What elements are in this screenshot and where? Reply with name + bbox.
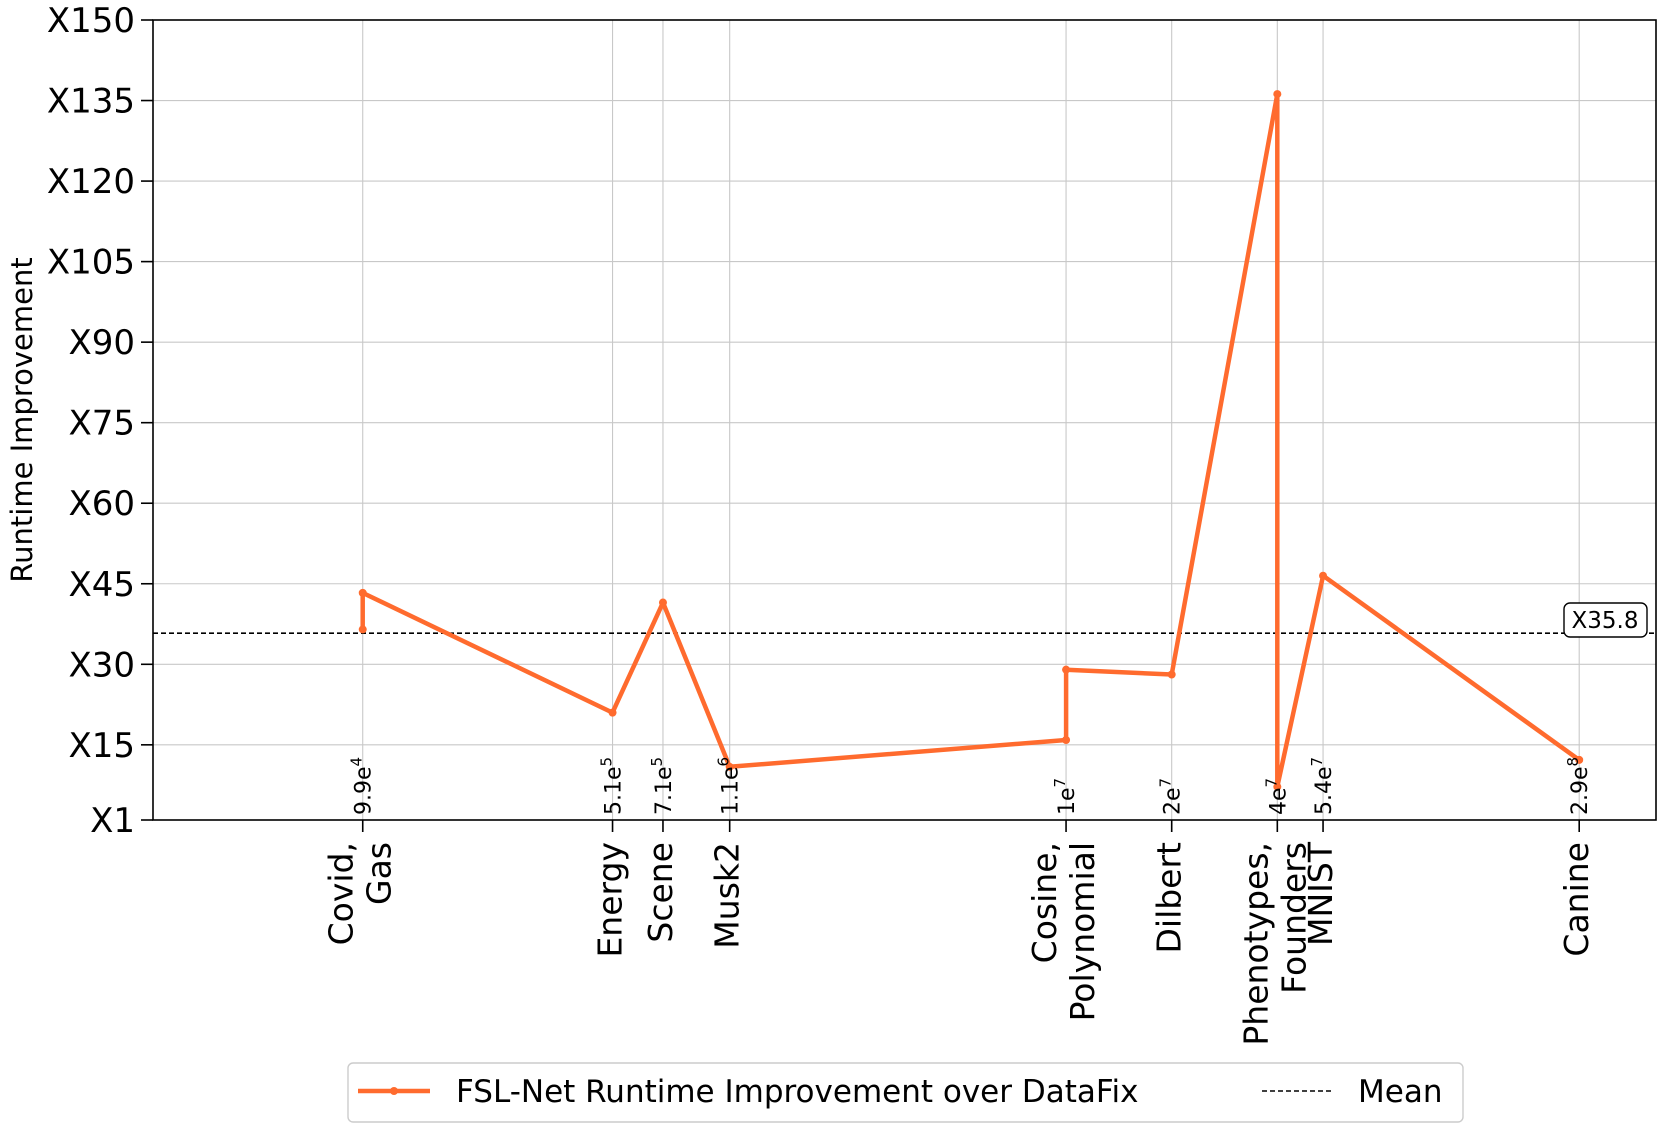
x-axis: Covid, Gas Energy Scene Musk2 Cosine, Polynomi… bbox=[322, 820, 1596, 1046]
dataset-size-exponent: 7 bbox=[1157, 778, 1175, 788]
y-tick-label: X60 bbox=[68, 484, 135, 524]
mean-value-label: X35.8 bbox=[1563, 602, 1648, 638]
dataset-size-exponent: 7 bbox=[1308, 757, 1326, 767]
x-tick-label: Cosine, bbox=[1025, 842, 1064, 963]
dataset-size-label: 4e7 bbox=[1262, 778, 1291, 815]
y-tick-label: X150 bbox=[47, 1, 135, 41]
legend-frame bbox=[347, 1062, 1464, 1123]
legend-mean-label: Mean bbox=[1358, 1074, 1442, 1110]
series-point bbox=[1575, 755, 1584, 764]
x-tick-label: Energy bbox=[591, 842, 630, 958]
dataset-size-mantissa: 4e bbox=[1266, 787, 1291, 815]
legend-series-label: FSL-Net Runtime Improvement over DataFix bbox=[456, 1074, 1138, 1110]
dataset-size-label: 1.1e6 bbox=[715, 757, 744, 815]
dataset-size-exponent: 7 bbox=[1051, 778, 1069, 788]
series-point bbox=[658, 598, 667, 607]
mean-value-box bbox=[1563, 602, 1648, 638]
x-tick-label: Polynomial bbox=[1063, 842, 1102, 1021]
grid-lines bbox=[153, 19, 1656, 821]
dataset-size-exponent: 6 bbox=[715, 757, 733, 767]
series-line bbox=[360, 91, 1582, 789]
dataset-size-exponent: 8 bbox=[1564, 757, 1582, 767]
mean-value-text: X35.8 bbox=[1572, 608, 1639, 634]
dataset-size-mantissa: 5.1e bbox=[602, 766, 627, 815]
y-tick-label: X75 bbox=[68, 404, 135, 444]
series-point bbox=[358, 625, 367, 634]
legend: FSL-Net Runtime Improvement over DataFix… bbox=[347, 1062, 1464, 1123]
y-tick-label: X135 bbox=[47, 82, 135, 122]
dataset-size-mantissa: 1.1e bbox=[719, 766, 744, 815]
legend-series-marker bbox=[390, 1087, 398, 1095]
series-point bbox=[1167, 670, 1176, 679]
x-tick-label: Musk2 bbox=[708, 842, 747, 949]
y-tick-label: X45 bbox=[68, 565, 135, 605]
dataset-size-mantissa: 9.9e bbox=[352, 766, 377, 815]
series-point bbox=[608, 708, 617, 717]
series-point bbox=[1062, 736, 1071, 744]
x-tick-label: Dilbert bbox=[1150, 842, 1189, 954]
dataset-size-label: 9.9e4 bbox=[348, 757, 377, 815]
dataset-size-exponent: 5 bbox=[648, 757, 666, 767]
plot-frame bbox=[152, 19, 1657, 821]
y-tick-label: X90 bbox=[68, 323, 135, 363]
series-point bbox=[1273, 782, 1282, 791]
x-tick-label: Gas bbox=[360, 842, 399, 905]
y-tick-label: X15 bbox=[68, 726, 135, 766]
dataset-size-label: 1e7 bbox=[1051, 778, 1080, 815]
series-point bbox=[1273, 90, 1282, 99]
series-point bbox=[725, 762, 734, 771]
y-tick-label: X105 bbox=[47, 243, 135, 283]
series-point bbox=[1062, 665, 1071, 674]
dataset-size-mantissa: 1e bbox=[1055, 787, 1080, 815]
dataset-size-mantissa: 2e bbox=[1161, 787, 1186, 815]
series-point bbox=[358, 588, 367, 597]
dataset-size-mantissa: 5.4e bbox=[1312, 766, 1337, 815]
dataset-size-exponent: 4 bbox=[348, 757, 366, 767]
dataset-size-label: 7.1e5 bbox=[648, 757, 677, 815]
dataset-size-label: 5.1e5 bbox=[598, 757, 627, 815]
series-point bbox=[1319, 571, 1328, 580]
y-tick-label: X1 bbox=[90, 801, 135, 841]
dataset-size-label: 2.9e8 bbox=[1564, 757, 1593, 815]
x-tick-label: Covid, bbox=[322, 842, 361, 945]
series-fsl-net bbox=[358, 90, 1584, 791]
y-axis-label: Runtime Improvement bbox=[5, 257, 39, 582]
dataset-size-mantissa: 2.9e bbox=[1568, 766, 1593, 815]
x-tick-label: Phenotypes, bbox=[1236, 842, 1275, 1046]
x-tick-label: MNIST bbox=[1301, 841, 1340, 946]
y-axis: X1 X15 X30 X45 X60 X75 X90 X105 X120 X135 X150 bbox=[47, 1, 153, 841]
dataset-size-exponent: 7 bbox=[1262, 778, 1280, 788]
dataset-size-mantissa: 7.1e bbox=[652, 766, 677, 815]
x-tick-label: Canine bbox=[1557, 842, 1596, 957]
x-tick-label: Scene bbox=[641, 842, 680, 943]
dataset-size-exponent: 5 bbox=[598, 757, 616, 767]
dataset-size-label: 5.4e7 bbox=[1308, 757, 1337, 815]
y-tick-label: X120 bbox=[47, 162, 135, 202]
y-tick-label: X30 bbox=[68, 645, 135, 685]
x-tick-label: Founders bbox=[1274, 842, 1313, 994]
dataset-size-label: 2e7 bbox=[1157, 778, 1186, 815]
